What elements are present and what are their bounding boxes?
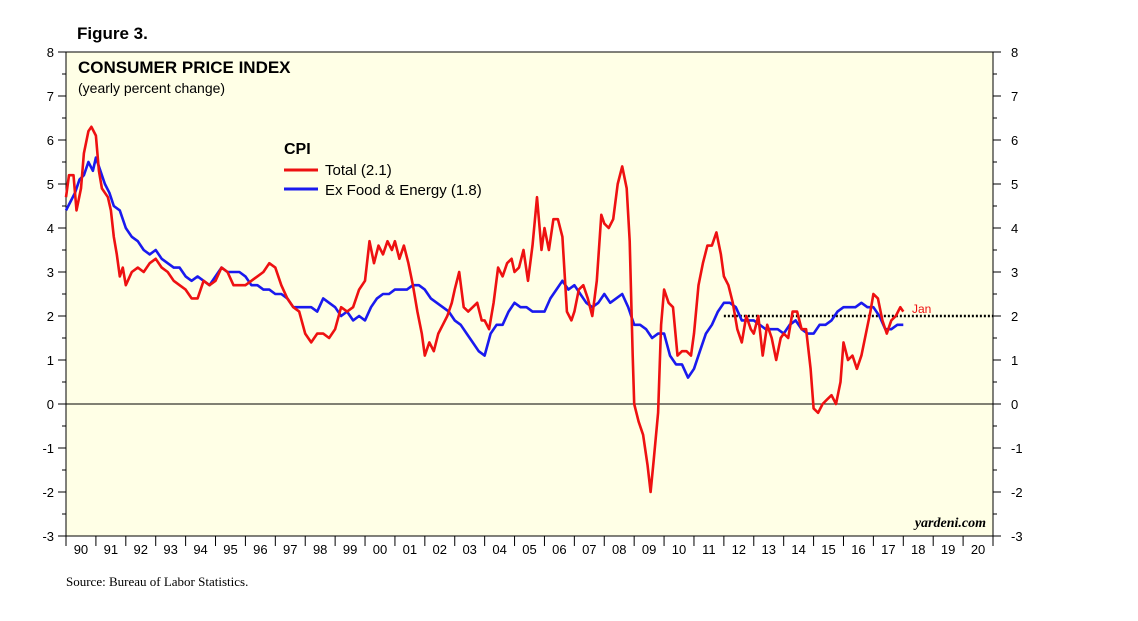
legend-title: CPI (284, 141, 311, 158)
y-tick-label-right: 3 (1011, 265, 1018, 280)
y-tick-label-left: 6 (47, 133, 54, 148)
total-cpi-line (64, 125, 905, 494)
y-tick-label-right: -1 (1011, 441, 1023, 456)
y-tick-label-left: 1 (47, 353, 54, 368)
x-tick-label: 02 (433, 542, 447, 557)
y-tick-label-left: 2 (47, 309, 54, 324)
plot-area (65, 51, 994, 537)
y-tick-label-right: -2 (1011, 485, 1023, 500)
x-tick-label: 16 (851, 542, 865, 557)
chart-subtitle: (yearly percent change) (78, 80, 225, 96)
x-tick-label: 19 (941, 542, 955, 557)
y-tick-label-right: 5 (1011, 177, 1018, 192)
y-tick-label-right: 2 (1011, 309, 1018, 324)
x-tick-label: 18 (911, 542, 925, 557)
axes: -3 -3-2 -2-1 -10 01 12 23 34 45 56 67 78 890 91 92 93 94… (42, 45, 1022, 557)
x-tick-label: 09 (642, 542, 656, 557)
x-tick-label: 96 (253, 542, 267, 557)
y-tick-label-right: 4 (1011, 221, 1018, 236)
x-tick-label: 92 (134, 542, 148, 557)
x-tick-label: 95 (223, 542, 237, 557)
y-tick-label-right: 1 (1011, 353, 1018, 368)
y-tick-label-left: -1 (42, 441, 54, 456)
x-tick-label: 17 (881, 542, 895, 557)
chart-title: CONSUMER PRICE INDEX (78, 58, 291, 77)
series-lines (64, 125, 905, 494)
legend-label-total: Total (2.1) (325, 162, 392, 179)
y-tick-label-left: -3 (42, 529, 54, 544)
y-tick-label-left: 3 (47, 265, 54, 280)
x-tick-label: 07 (582, 542, 596, 557)
x-tick-label: 20 (971, 542, 985, 557)
x-tick-label: 08 (612, 542, 626, 557)
x-tick-label: 00 (373, 542, 387, 557)
x-tick-label: 04 (492, 542, 506, 557)
y-tick-label-left: 5 (47, 177, 54, 192)
x-tick-label: 98 (313, 542, 327, 557)
y-tick-label-right: 6 (1011, 133, 1018, 148)
source-note: Source: Bureau of Labor Statistics. (66, 574, 248, 589)
y-tick-label-left: -2 (42, 485, 54, 500)
x-tick-label: 01 (403, 542, 417, 557)
legend-label-core: Ex Food & Energy (1.8) (325, 182, 482, 199)
y-tick-label-left: 4 (47, 221, 54, 236)
y-tick-label-left: 0 (47, 397, 54, 412)
x-tick-label: 99 (343, 542, 357, 557)
x-tick-label: 94 (193, 542, 207, 557)
x-tick-label: 97 (283, 542, 297, 557)
y-tick-label-right: 0 (1011, 397, 1018, 412)
x-tick-label: 90 (74, 542, 88, 557)
jan-annotation: Jan (912, 302, 931, 316)
x-tick-label: 93 (163, 542, 177, 557)
legend: CPI Total (2.1) Ex Food & Energy (1.8) (284, 141, 482, 199)
x-tick-label: 13 (761, 542, 775, 557)
y-tick-label-left: 7 (47, 89, 54, 104)
x-tick-label: 15 (821, 542, 835, 557)
y-tick-label-right: 7 (1011, 89, 1018, 104)
x-tick-label: 12 (732, 542, 746, 557)
x-tick-label: 11 (702, 542, 716, 557)
x-tick-label: 10 (672, 542, 686, 557)
y-tick-label-right: -3 (1011, 529, 1023, 544)
y-tick-label-left: 8 (47, 45, 54, 60)
yardeni-watermark: yardeni.com (913, 516, 986, 531)
x-tick-label: 91 (104, 542, 118, 557)
x-tick-label: 06 (552, 542, 566, 557)
x-tick-label: 05 (522, 542, 536, 557)
x-tick-label: 03 (462, 542, 476, 557)
x-tick-label: 14 (791, 542, 805, 557)
core-cpi-line (64, 156, 904, 379)
y-tick-label-right: 8 (1011, 45, 1018, 60)
figure-label: Figure 3. (77, 24, 148, 43)
